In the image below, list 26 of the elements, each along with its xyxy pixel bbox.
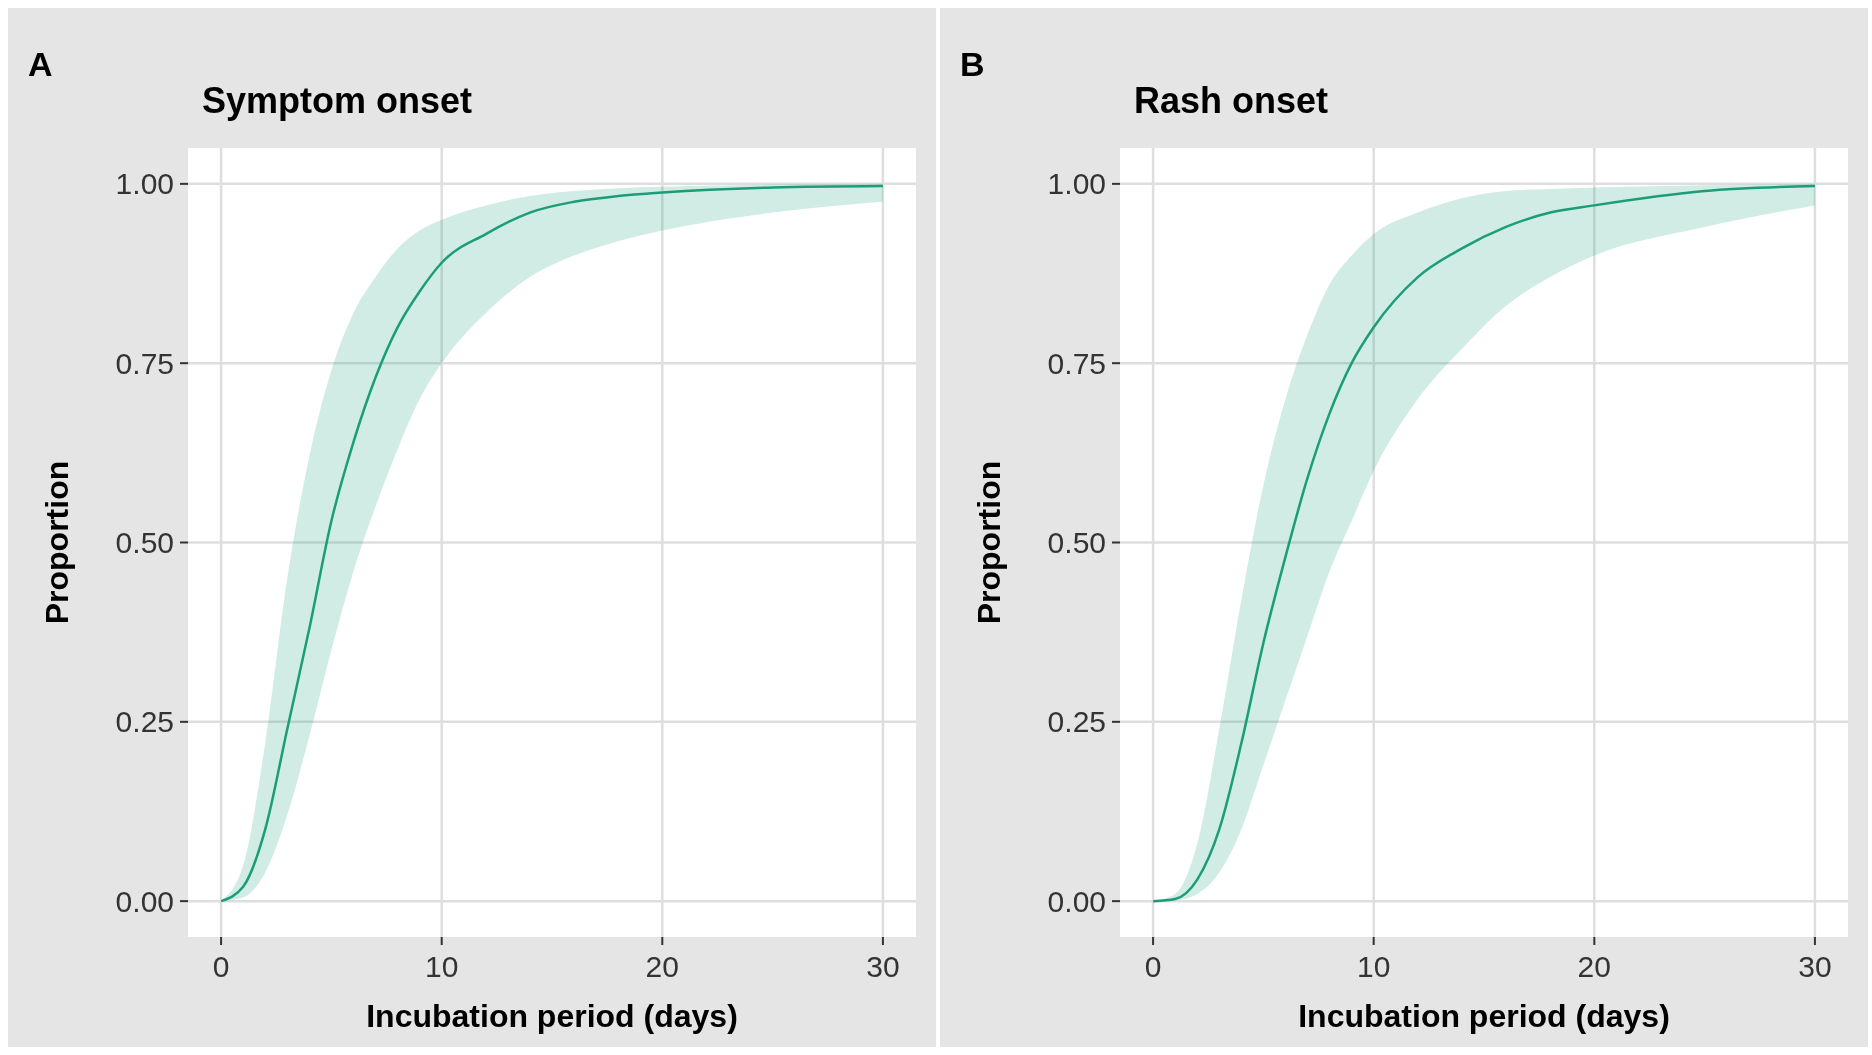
text: B — [960, 45, 985, 83]
x-axis-title: Incubation period (days) — [1298, 998, 1670, 1034]
text: A — [28, 45, 53, 83]
x-tick-label: 20 — [1577, 950, 1611, 983]
x-axis-title: Incubation period (days) — [366, 998, 738, 1034]
y-axis-title: Proportion — [39, 460, 75, 625]
y-tick-label: 0.75 — [115, 346, 174, 380]
x-tick-label: 20 — [645, 950, 679, 983]
x-tick-label: 0 — [1144, 950, 1162, 983]
x-tick-label: 10 — [425, 950, 459, 983]
y-tick-label: 0.50 — [115, 526, 174, 559]
y-tick-label: 0.00 — [1047, 884, 1106, 918]
x-tick-label: 0 — [212, 950, 230, 983]
y-axis-title: Proportion — [971, 460, 1007, 625]
x-tick-label: 30 — [1798, 950, 1832, 983]
x-tick-label: 30 — [866, 950, 900, 983]
x-tick-label: 10 — [1357, 950, 1391, 983]
y-tick-label: 0.50 — [1047, 526, 1106, 559]
y-tick-label: 0.00 — [115, 884, 174, 918]
y-tick-label: 1.00 — [115, 167, 174, 201]
y-tick-label: 1.00 — [1047, 167, 1106, 201]
chart-title: Rash onset — [1134, 80, 1329, 121]
chart-title: Symptom onset — [202, 80, 473, 121]
y-tick-label: 0.75 — [1047, 346, 1106, 380]
y-tick-label: 0.25 — [1047, 705, 1106, 739]
y-tick-label: 0.25 — [115, 705, 174, 739]
